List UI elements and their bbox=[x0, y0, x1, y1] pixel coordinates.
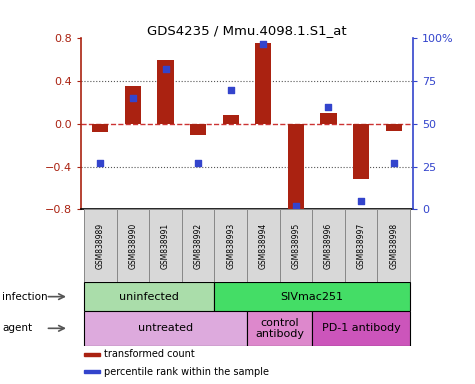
Bar bbox=[280, 209, 312, 282]
Bar bbox=[312, 209, 345, 282]
Point bbox=[96, 160, 104, 166]
Bar bbox=[378, 209, 410, 282]
Bar bbox=[182, 209, 214, 282]
Bar bbox=[84, 353, 100, 356]
Bar bbox=[190, 124, 206, 134]
Point bbox=[325, 104, 332, 110]
Bar bbox=[84, 209, 116, 282]
Point bbox=[292, 203, 300, 209]
Bar bbox=[157, 60, 174, 124]
Title: GDS4235 / Mmu.4098.1.S1_at: GDS4235 / Mmu.4098.1.S1_at bbox=[147, 24, 347, 37]
Bar bbox=[288, 124, 304, 215]
Text: control
antibody: control antibody bbox=[255, 318, 304, 339]
Bar bbox=[386, 124, 402, 131]
Text: percentile rank within the sample: percentile rank within the sample bbox=[104, 366, 269, 377]
Bar bbox=[84, 370, 100, 373]
Text: GSM838996: GSM838996 bbox=[324, 223, 333, 269]
Text: GSM838998: GSM838998 bbox=[389, 223, 398, 269]
Bar bbox=[214, 282, 410, 311]
Text: GSM838990: GSM838990 bbox=[128, 223, 137, 269]
Point bbox=[227, 87, 235, 93]
Bar bbox=[149, 209, 182, 282]
Bar bbox=[320, 113, 337, 124]
Text: GSM838994: GSM838994 bbox=[259, 223, 268, 269]
Point bbox=[194, 160, 202, 166]
Bar bbox=[214, 209, 247, 282]
Text: GSM838995: GSM838995 bbox=[291, 223, 300, 269]
Text: GSM838992: GSM838992 bbox=[194, 223, 203, 269]
Bar bbox=[255, 43, 271, 124]
Text: transformed count: transformed count bbox=[104, 349, 195, 359]
Text: uninfected: uninfected bbox=[119, 291, 179, 302]
Bar bbox=[312, 311, 410, 346]
Bar bbox=[353, 124, 369, 179]
Bar bbox=[223, 115, 239, 124]
Bar bbox=[92, 124, 108, 132]
Bar bbox=[84, 311, 247, 346]
Point bbox=[162, 66, 169, 72]
Text: untreated: untreated bbox=[138, 323, 193, 333]
Text: GSM838997: GSM838997 bbox=[357, 223, 366, 269]
Text: GSM838993: GSM838993 bbox=[226, 223, 235, 269]
Bar bbox=[116, 209, 149, 282]
Point bbox=[129, 95, 137, 101]
Bar bbox=[345, 209, 378, 282]
Bar bbox=[125, 86, 141, 124]
Point bbox=[357, 198, 365, 204]
Text: SIVmac251: SIVmac251 bbox=[281, 291, 344, 302]
Bar bbox=[247, 311, 312, 346]
Text: agent: agent bbox=[2, 323, 32, 333]
Bar bbox=[84, 282, 214, 311]
Point bbox=[259, 40, 267, 46]
Text: PD-1 antibody: PD-1 antibody bbox=[322, 323, 400, 333]
Text: GSM838991: GSM838991 bbox=[161, 223, 170, 269]
Text: GSM838989: GSM838989 bbox=[96, 223, 105, 269]
Point bbox=[390, 160, 398, 166]
Text: infection: infection bbox=[2, 291, 48, 302]
Bar bbox=[247, 209, 280, 282]
